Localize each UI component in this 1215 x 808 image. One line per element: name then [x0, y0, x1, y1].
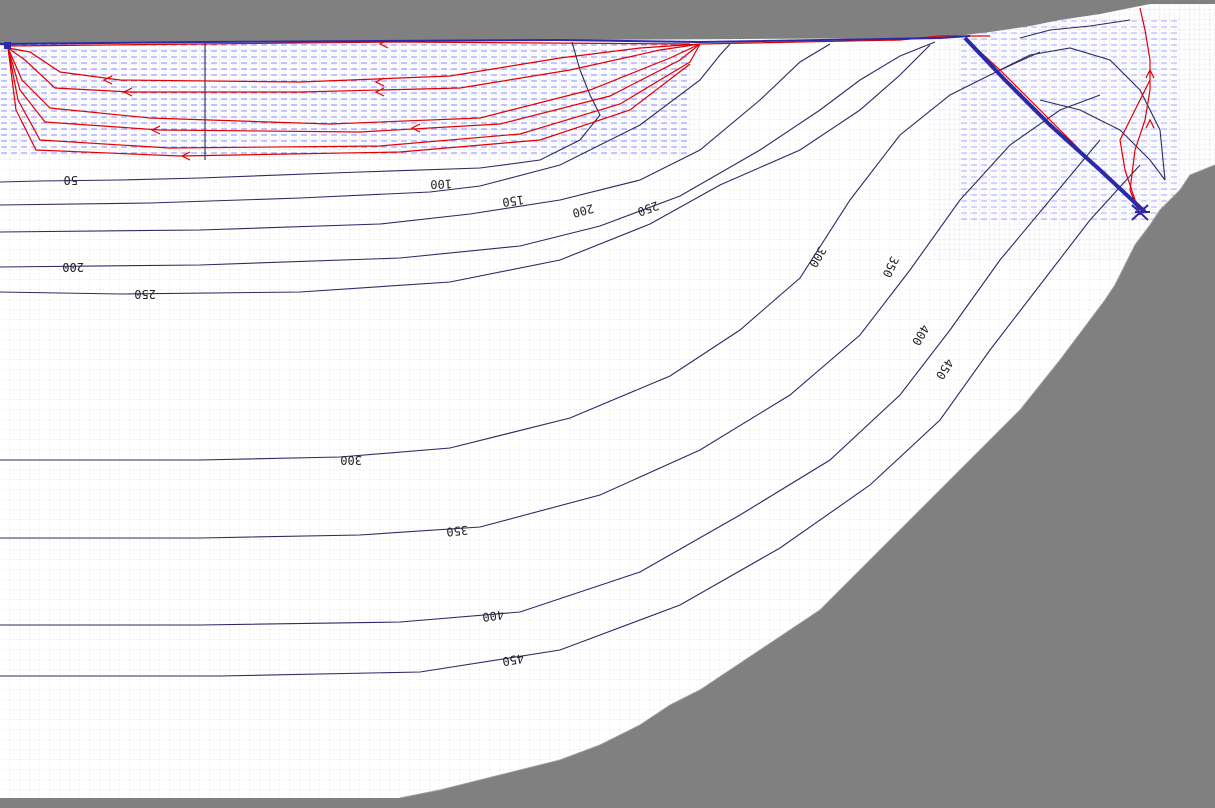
pathline [7, 43, 701, 125]
arrow-marker [1145, 68, 1155, 79]
contour-c450-upper [0, 164, 1141, 677]
contour-label-c450-lower: 450 [501, 651, 525, 669]
arrow-marker [102, 75, 113, 85]
contour-label-c250-left: 250 [134, 287, 156, 301]
arrow-marker [122, 87, 133, 97]
contour-c100 [0, 43, 731, 206]
contour-right-inner [1039, 99, 1166, 181]
pathline [7, 41, 691, 47]
contour-label-c300-lower: 300 [340, 453, 362, 467]
arrow-marker [180, 151, 191, 161]
contour-c150 [0, 43, 831, 233]
contour-right-upper [999, 47, 1166, 181]
pathline [1129, 7, 1151, 216]
contour-label-c400-lower: 400 [481, 607, 504, 624]
contour-lines [0, 19, 1166, 677]
contour-label-c250-upper: 250 [636, 198, 661, 219]
toe-cluster [1131, 204, 1150, 221]
source-cell [4, 42, 11, 49]
contour-c350-upper [0, 94, 1101, 539]
arrow-marker [410, 123, 421, 133]
contour-labels: 50 100 150 200 250 200 250 300 350 400 4… [62, 173, 956, 669]
flow-vectors-upper [0, 42, 690, 157]
arrow-marker [374, 77, 385, 87]
contour-label-c150: 150 [501, 192, 524, 209]
inclined-drain [963, 36, 1147, 214]
arrow-marker [150, 125, 161, 135]
contour-right-small [1019, 19, 1131, 39]
drain-feature [0, 35, 1150, 221]
surface-drain [0, 35, 971, 45]
contour-c200-upper [0, 41, 936, 268]
pathline [7, 43, 701, 133]
domain-boundary [399, 164, 1215, 799]
pathline [7, 43, 701, 149]
contour-c250-upper [0, 44, 931, 295]
contour-label-c50-left: 50 [64, 173, 78, 187]
arrow-marker [1145, 118, 1155, 129]
contour-label-c200-upper: 200 [571, 201, 596, 220]
arrow-marker [374, 87, 385, 97]
pathline [7, 47, 691, 157]
contour-label-c200-left: 200 [62, 260, 84, 274]
pathline [7, 43, 701, 83]
pathline [7, 43, 701, 93]
flow-vectors-right [960, 20, 1180, 220]
pathline [1119, 79, 1151, 216]
contour-c400-upper [0, 139, 1101, 626]
contour-label-c100: 100 [430, 177, 452, 192]
pathline-arrows [102, 39, 1155, 161]
contour-label-c350-lower: 350 [446, 523, 469, 539]
contour-c300-upper [0, 51, 1041, 461]
